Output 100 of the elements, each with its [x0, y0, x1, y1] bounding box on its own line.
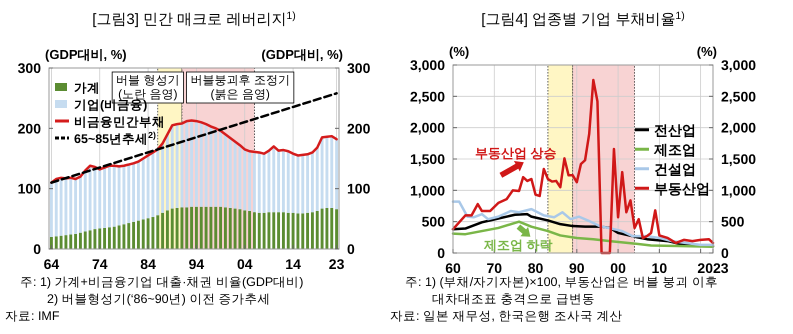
bar [335, 209, 338, 249]
y2-tick-label: 300 [347, 60, 371, 76]
y-tick-label: 1,000 [410, 182, 446, 198]
y2-tick-label: 200 [347, 120, 371, 136]
bar [180, 207, 184, 249]
y-tick-label: 2,000 [410, 120, 446, 136]
bar [262, 212, 266, 249]
bar [108, 227, 111, 249]
bar [320, 208, 324, 249]
x-tick-label: 70 [486, 260, 502, 276]
y2-tick-label: 1,000 [721, 182, 756, 198]
bar [296, 155, 300, 214]
bar [146, 155, 150, 218]
bar [74, 179, 78, 234]
bar [88, 230, 92, 249]
legend-label: 기업(비금융) [74, 98, 148, 112]
x-tick-label: 94 [188, 256, 204, 272]
bar [60, 178, 63, 236]
bar [262, 154, 266, 213]
annotation: 부동산업 상승 [475, 145, 557, 160]
bar [292, 154, 295, 213]
text: 주: 1) (부채/자기자본)×100, 부동산업은 버블 붕괴 이후 대차대조표 충격으로 급변동 [405, 275, 718, 306]
y2-tick-label: 100 [347, 180, 371, 197]
bar [320, 137, 324, 209]
bar [146, 218, 150, 249]
bar [118, 225, 121, 249]
y2-tick-label: 0 [347, 241, 355, 257]
bar [132, 222, 136, 249]
bar [78, 232, 82, 249]
y-tick-label: 300 [18, 60, 42, 76]
y-tick-label: 200 [18, 120, 42, 136]
bar [161, 143, 164, 213]
y2-tick-label: 0 [721, 245, 729, 261]
bar [204, 206, 208, 249]
bar [325, 136, 328, 208]
bar [238, 209, 242, 249]
bar [93, 229, 96, 249]
bar [252, 212, 256, 249]
y2-tick-label: 2,500 [721, 88, 756, 104]
bar [151, 217, 154, 249]
bar [122, 166, 126, 224]
legend-label: 제조업 [653, 141, 696, 158]
legend-label: 건설업 [654, 160, 696, 177]
bar [78, 176, 82, 233]
y-axis-title: (%) [449, 44, 470, 59]
bar [282, 212, 285, 249]
text: 자료: IMF [5, 309, 60, 323]
x-tick-label: 00 [610, 260, 626, 276]
bar [224, 207, 227, 249]
legend-label: 부동산업 [654, 180, 710, 196]
y-tick-label: 1,500 [410, 151, 446, 167]
bar [50, 182, 53, 237]
text: 주: 1) 가계+비금융기업 대출·채권 비율(GDP대비) [20, 275, 304, 289]
legend-label: 가계 [74, 81, 100, 95]
y2-tick-label: 500 [721, 214, 745, 230]
bar [267, 150, 270, 212]
bar [74, 234, 78, 249]
bar [166, 134, 169, 210]
bar [277, 212, 280, 249]
legend-label: 65~85년추세$^{2)}$ [74, 130, 156, 146]
bar [306, 154, 310, 213]
bar [209, 206, 212, 249]
bar [176, 124, 179, 208]
text: 자료: 일본 재무성, 한국은행 조사국 계산 [390, 309, 622, 323]
bar [194, 206, 198, 249]
x-tick-label: 10 [652, 260, 668, 276]
y-axis-title: (GDP대비, %) [45, 47, 127, 62]
chart-title: [그림4] 업종별 기업 부채비율$^{1)}$ [481, 10, 685, 28]
y-tick-label: 100 [18, 180, 42, 197]
x-tick-label: 64 [44, 256, 60, 272]
bar [180, 124, 184, 208]
x-tick-label: 14 [285, 256, 302, 272]
x-tick-label: 60 [445, 260, 461, 276]
bar [234, 208, 237, 249]
text: 2) 버블형성기(‘86~90년) 이전 증가추세 [47, 292, 271, 306]
y-tick-label: 2,500 [410, 88, 446, 104]
bar [176, 208, 179, 249]
bar [132, 163, 136, 222]
bar [161, 212, 164, 249]
bar [64, 178, 68, 236]
bar [306, 212, 310, 249]
x-tick-label: 04 [236, 256, 253, 272]
bar [282, 150, 285, 212]
y2-tick-label: 1,500 [721, 151, 756, 167]
y2-axis-title: (%) [696, 44, 717, 59]
line-series [452, 78, 714, 254]
bar [310, 212, 314, 249]
y-tick-label: 0 [437, 245, 446, 261]
bar [108, 166, 111, 228]
bar [151, 152, 154, 218]
bar [292, 212, 295, 249]
x-tick-label: 84 [140, 256, 156, 272]
band-label: 버블붕괴후 조정기 (붉은 음영) [190, 73, 290, 101]
bar [60, 236, 63, 249]
bar [296, 213, 300, 249]
x-tick-label: 74 [92, 256, 108, 272]
x-tick-label: 2023 [697, 260, 729, 276]
bar [219, 206, 222, 249]
bar [118, 166, 121, 226]
bar [103, 228, 106, 249]
